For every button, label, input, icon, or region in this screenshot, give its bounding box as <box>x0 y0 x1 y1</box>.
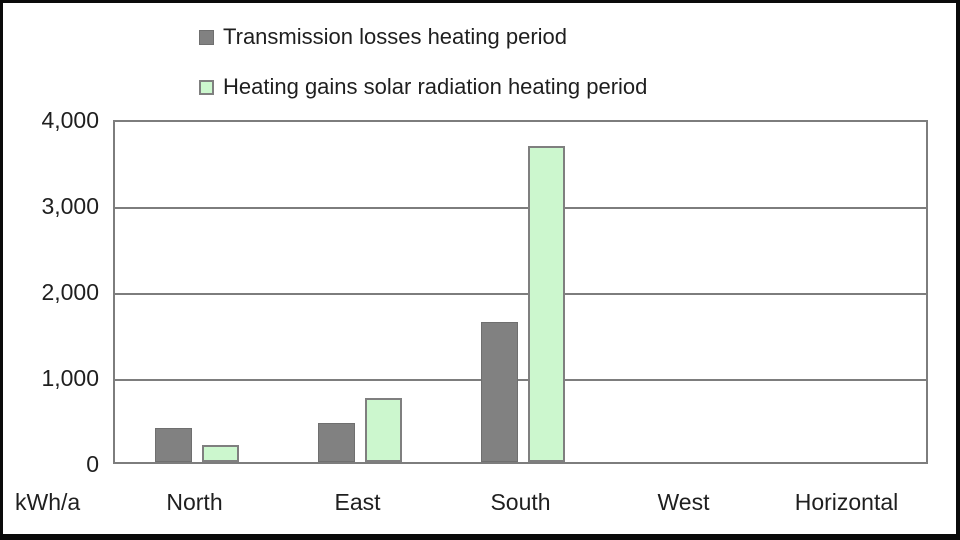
legend-item-transmission-losses: Transmission losses heating period <box>199 21 647 53</box>
bar-east-series-1 <box>364 398 402 462</box>
x-category-label-east: East <box>334 489 381 515</box>
legend-label-transmission-losses: Transmission losses heating period <box>223 24 568 49</box>
bar-north-series-0 <box>154 428 192 462</box>
x-category-label-horizontal: Horizontal <box>794 489 899 515</box>
legend-label-solar-gains: Heating gains solar radiation heating pe… <box>223 74 648 99</box>
legend-item-solar-gains: Heating gains solar radiation heating pe… <box>199 71 647 103</box>
y-tick-label-3000: 3,000 <box>41 193 99 219</box>
gridline-3000 <box>115 207 926 209</box>
gridline-1000 <box>115 379 926 381</box>
bar-south-series-0 <box>480 322 518 462</box>
x-category-label-south: South <box>490 489 551 515</box>
y-tick-label-4000: 4,000 <box>41 107 99 133</box>
x-category-label-west: West <box>657 489 710 515</box>
y-tick-label-1000: 1,000 <box>41 365 99 391</box>
y-tick-label-0: 0 <box>86 451 99 477</box>
y-axis-unit-label: kWh/a <box>15 489 81 515</box>
x-category-label-north: North <box>166 489 223 515</box>
bar-east-series-0 <box>317 423 355 462</box>
legend-swatch-transmission-icon <box>199 29 214 45</box>
gridline-2000 <box>115 293 926 295</box>
chart-legend: Transmission losses heating period Heati… <box>199 21 647 121</box>
bar-north-series-1 <box>201 445 239 462</box>
legend-swatch-solar-gains-icon <box>199 79 214 95</box>
y-tick-label-2000: 2,000 <box>41 279 99 305</box>
plot-area <box>113 120 928 464</box>
bar-south-series-1 <box>527 146 565 462</box>
